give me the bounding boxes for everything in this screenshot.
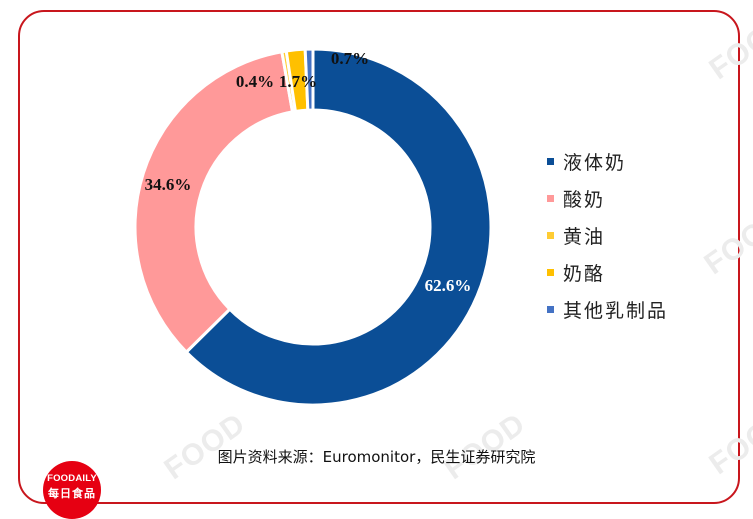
slice-other-dairy <box>303 47 315 112</box>
foodaily-logo: FOODAILY 每日食品 <box>43 461 101 519</box>
legend-label: 其他乳制品 <box>563 300 669 322</box>
logo-text-en: FOODAILY <box>47 473 97 484</box>
legend-swatch <box>547 232 554 239</box>
legend-label: 液体奶 <box>563 152 627 174</box>
slice-liquid-milk <box>184 47 493 407</box>
data-label: 0.4% <box>236 72 274 91</box>
legend-swatch <box>547 269 554 276</box>
legend-item-yogurt: 酸奶 <box>547 180 668 217</box>
legend-swatch <box>547 195 554 202</box>
legend-label: 奶酪 <box>563 263 606 285</box>
legend-label: 黄油 <box>563 226 606 248</box>
legend-swatch <box>547 158 554 165</box>
donut-labels: 62.6% 34.6% 0.4% 1.7% 0.7% <box>145 49 472 295</box>
data-label: 1.7% <box>279 72 317 91</box>
source-caption: 图片资料来源：Euromonitor，民生证券研究院 <box>217 448 536 466</box>
legend-item-liquid-milk: 液体奶 <box>547 143 668 180</box>
legend: 液体奶 酸奶 黄油 奶酪 其他乳制品 <box>547 143 668 328</box>
legend-swatch <box>547 306 554 313</box>
data-label: 0.7% <box>331 49 369 68</box>
data-label: 34.6% <box>145 175 192 194</box>
legend-label: 酸奶 <box>563 189 606 211</box>
legend-item-butter: 黄油 <box>547 217 668 254</box>
legend-item-cheese: 奶酪 <box>547 254 668 291</box>
logo-text-cn: 每日食品 <box>48 488 96 500</box>
slice-yogurt <box>133 50 295 355</box>
legend-item-other-dairy: 其他乳制品 <box>547 291 668 328</box>
data-label: 62.6% <box>425 276 472 295</box>
donut-slices <box>133 47 493 407</box>
